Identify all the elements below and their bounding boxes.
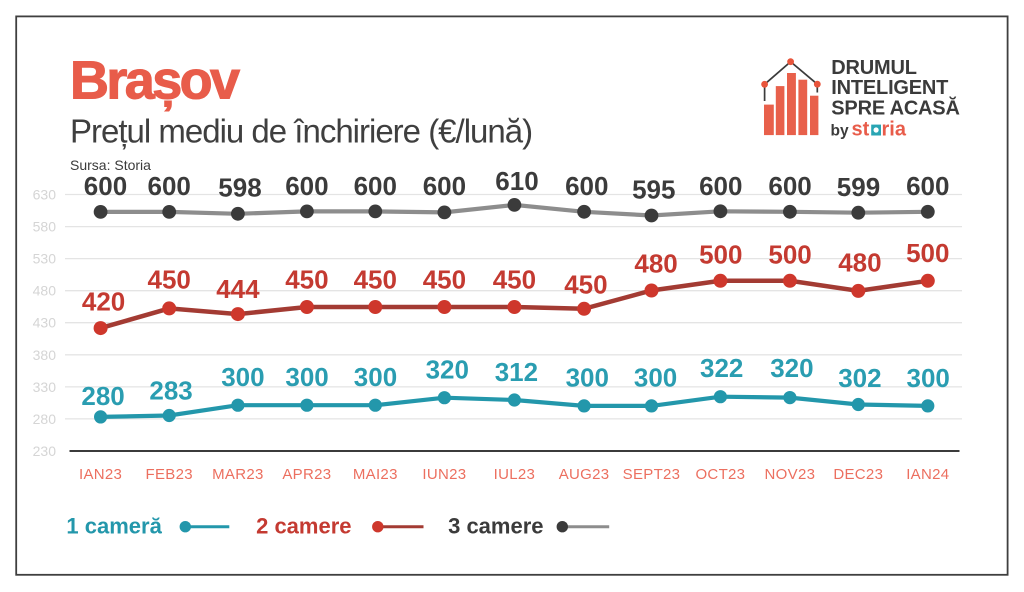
svg-text:600: 600 <box>285 171 328 201</box>
svg-text:600: 600 <box>906 171 949 201</box>
svg-text:IAN23: IAN23 <box>79 466 122 483</box>
svg-text:300: 300 <box>907 363 950 393</box>
svg-text:600: 600 <box>423 171 466 201</box>
svg-text:444: 444 <box>216 274 260 304</box>
svg-text:230: 230 <box>33 443 57 459</box>
svg-text:450: 450 <box>493 265 536 295</box>
svg-text:NOV23: NOV23 <box>765 466 816 483</box>
svg-text:283: 283 <box>149 376 192 406</box>
svg-text:302: 302 <box>838 363 881 393</box>
svg-text:330: 330 <box>33 379 57 395</box>
svg-text:322: 322 <box>700 353 743 383</box>
svg-text:300: 300 <box>354 362 397 392</box>
svg-text:DRUMUL: DRUMUL <box>831 57 916 79</box>
svg-text:500: 500 <box>906 238 949 268</box>
svg-text:300: 300 <box>221 362 264 392</box>
svg-text:480: 480 <box>838 247 881 277</box>
svg-text:320: 320 <box>770 353 813 383</box>
svg-text:by: by <box>831 123 849 140</box>
svg-text:450: 450 <box>354 265 397 295</box>
svg-text:IUN23: IUN23 <box>422 466 466 483</box>
svg-text:430: 430 <box>33 315 57 331</box>
svg-text:MAI23: MAI23 <box>353 466 398 483</box>
svg-text:st: st <box>852 119 870 141</box>
svg-text:ria: ria <box>882 119 907 141</box>
svg-text:420: 420 <box>82 287 125 317</box>
svg-text:450: 450 <box>423 265 466 295</box>
svg-text:610: 610 <box>495 166 538 196</box>
svg-text:SPRE ACASĂ: SPRE ACASĂ <box>831 96 959 119</box>
svg-text:Sursa: Storia: Sursa: Storia <box>70 157 151 173</box>
svg-text:MAR23: MAR23 <box>212 466 264 483</box>
svg-text:480: 480 <box>33 283 57 299</box>
svg-text:480: 480 <box>634 249 677 279</box>
svg-text:300: 300 <box>566 362 609 392</box>
svg-text:595: 595 <box>632 174 675 204</box>
svg-text:300: 300 <box>634 362 677 392</box>
svg-text:SEPT23: SEPT23 <box>623 466 681 483</box>
svg-text:600: 600 <box>699 171 742 201</box>
svg-text:AUG23: AUG23 <box>559 466 610 483</box>
svg-text:450: 450 <box>564 269 607 299</box>
svg-text:312: 312 <box>495 357 538 387</box>
svg-text:DEC23: DEC23 <box>833 466 883 483</box>
svg-text:530: 530 <box>33 251 57 267</box>
svg-text:FEB23: FEB23 <box>146 466 193 483</box>
svg-text:APR23: APR23 <box>282 466 331 483</box>
svg-text:500: 500 <box>699 240 742 270</box>
svg-text:OCT23: OCT23 <box>695 466 745 483</box>
svg-text:580: 580 <box>33 219 57 235</box>
svg-text:280: 280 <box>81 381 124 411</box>
svg-text:320: 320 <box>426 355 469 385</box>
svg-text:Brașov: Brașov <box>70 51 240 112</box>
svg-text:600: 600 <box>354 171 397 201</box>
svg-text:2 camere: 2 camere <box>256 514 351 539</box>
svg-text:IUL23: IUL23 <box>494 466 536 483</box>
svg-text:600: 600 <box>768 171 811 201</box>
svg-text:599: 599 <box>837 172 880 202</box>
svg-text:600: 600 <box>148 171 191 201</box>
svg-text:Prețul mediu de închiriere (€/: Prețul mediu de închiriere (€/lună) <box>70 113 532 150</box>
svg-text:IAN24: IAN24 <box>906 466 949 483</box>
svg-text:500: 500 <box>768 240 811 270</box>
svg-text:3 camere: 3 camere <box>448 514 543 539</box>
svg-text:300: 300 <box>285 362 328 392</box>
svg-text:450: 450 <box>285 265 328 295</box>
svg-text:280: 280 <box>33 411 57 427</box>
svg-text:600: 600 <box>84 171 127 201</box>
svg-text:INTELIGENT: INTELIGENT <box>831 77 948 99</box>
svg-text:380: 380 <box>33 347 57 363</box>
svg-text:450: 450 <box>148 265 191 295</box>
svg-text:600: 600 <box>565 171 608 201</box>
svg-text:1 cameră: 1 cameră <box>66 514 162 539</box>
svg-text:630: 630 <box>33 187 57 203</box>
svg-text:598: 598 <box>218 173 261 203</box>
